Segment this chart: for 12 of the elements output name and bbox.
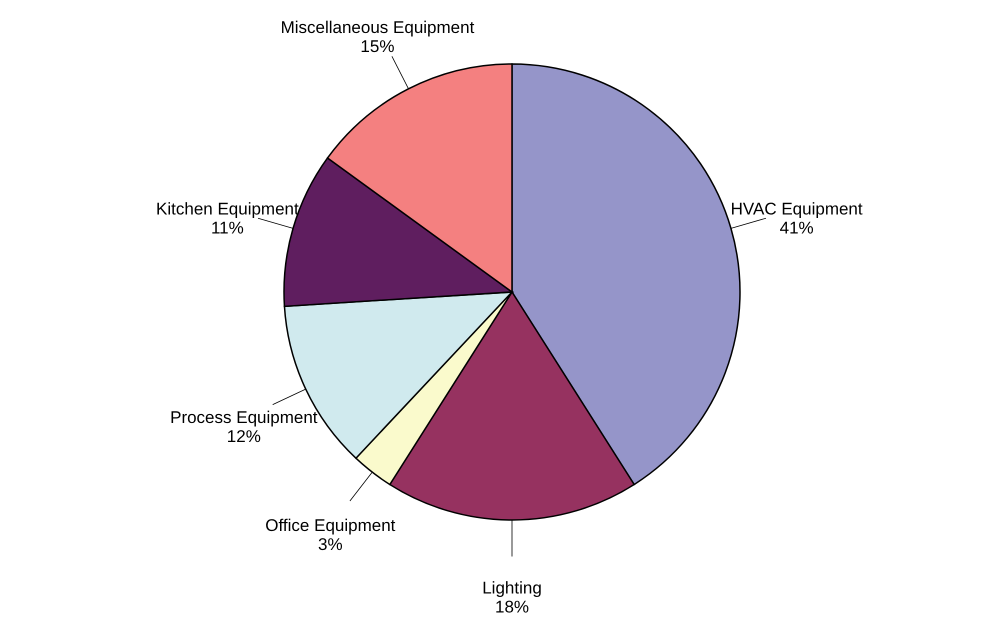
data-label: 12% <box>226 427 261 446</box>
slice-label: Lighting <box>482 578 542 598</box>
slice-label: HVAC Equipment <box>730 199 863 218</box>
slice-label: Office Equipment <box>265 516 396 536</box>
data-label: 3% <box>318 535 343 554</box>
data-label: 41% <box>780 218 814 238</box>
slice-label: Process Equipment <box>170 408 318 428</box>
data-label: 11% <box>210 218 244 238</box>
data-label: 15% <box>360 36 394 56</box>
slice-label: Kitchen Equipment <box>156 199 299 218</box>
slice-label: Miscellaneous Equipment <box>280 18 475 37</box>
data-label: 18% <box>494 597 530 616</box>
